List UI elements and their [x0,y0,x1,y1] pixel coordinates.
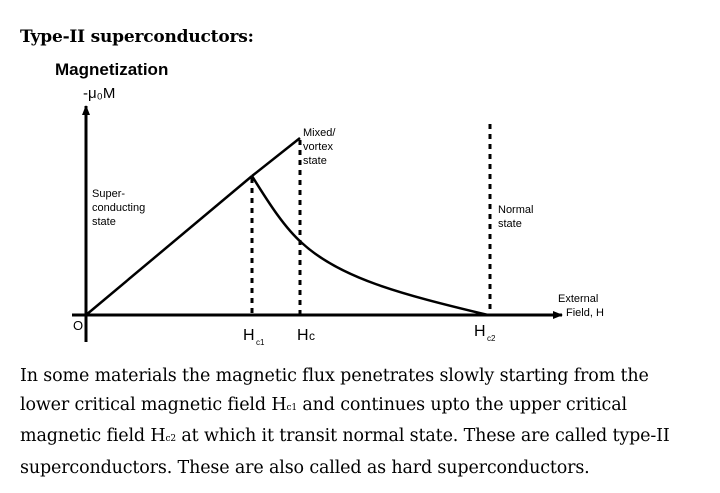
paragraph-line-4: superconductors. These are also called a… [20,457,590,478]
svg-text:state: state [498,218,522,230]
heading: Type-II superconductors: [20,27,254,47]
svg-text:Mixed/: Mixed/ [303,127,336,139]
hc1-subscript: c1 [286,402,297,413]
x-axis-label: External Field, H [558,293,604,319]
svg-text:External: External [558,293,598,305]
svg-text:Field, H: Field, H [566,307,604,319]
hc-tick-label: H c [297,327,315,344]
description-paragraph: In some materials the magnetic flux pene… [20,362,710,482]
superconducting-state-label: Super- conducting state [92,188,145,228]
svg-text:c1: c1 [256,338,265,347]
paragraph-line-2: lower critical magnetic field Hc1 and co… [20,394,627,415]
hc2-subscript: c2 [165,434,177,444]
linear-rise-line [85,175,253,316]
origin-label: O [73,318,83,333]
svg-text:vortex: vortex [303,141,333,153]
extension-line [251,137,301,177]
svg-text:state: state [303,155,327,167]
hc2-tick-label: H c2 [474,323,496,343]
svg-text:conducting: conducting [92,202,145,214]
svg-text:H: H [243,327,255,344]
decay-curve [250,175,489,317]
magnetization-diagram: Magnetization -μ₀M O Super- conducting s… [55,60,604,347]
svg-text:H: H [297,327,309,344]
y-axis-label: -μ₀M [83,85,115,102]
mixed-state-label: Mixed/ vortex state [303,127,336,167]
normal-state-label: Normal state [498,204,533,230]
paragraph-line-3: magnetic field Hc2 at which it transit n… [20,426,670,446]
svg-text:Super-: Super- [92,188,125,200]
svg-text:Normal: Normal [498,204,533,216]
svg-text:H: H [474,323,486,340]
hc1-tick-label: H c1 [243,327,265,347]
svg-text:c: c [309,329,315,343]
svg-text:state: state [92,216,116,228]
diagram-title: Magnetization [55,60,168,79]
svg-text:c2: c2 [487,334,496,343]
paragraph-line-1: In some materials the magnetic flux pene… [20,366,649,386]
